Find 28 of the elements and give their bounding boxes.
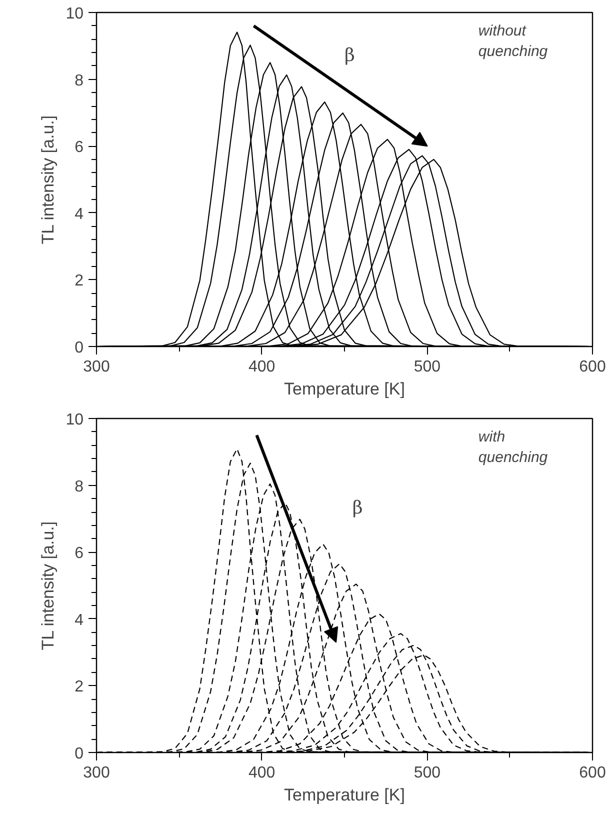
annotation: with quenching <box>478 428 548 466</box>
x-axis-title: Temperature [K] <box>284 380 405 398</box>
y-tick-label: 8 <box>74 72 84 90</box>
y-tick-label: 6 <box>74 545 84 562</box>
y-tick-label: 10 <box>66 412 84 428</box>
x-tick-label: 400 <box>248 764 276 782</box>
x-tick-label: 500 <box>414 764 441 782</box>
y-tick-label: 8 <box>74 478 84 496</box>
y-tick-label: 4 <box>74 612 84 629</box>
annotation: without quenching <box>478 22 548 60</box>
x-tick-label: 400 <box>248 358 276 376</box>
x-tick-label: 300 <box>83 764 110 782</box>
y-tick-label: 0 <box>74 340 84 356</box>
x-axis-title: Temperature [K] <box>284 786 405 804</box>
x-tick-label: 300 <box>83 358 110 376</box>
annotation: β <box>352 498 363 519</box>
y-tick-label: 4 <box>74 206 84 223</box>
y-axis-title: TL intensity [a.u.] <box>38 521 58 650</box>
y-tick-label: 2 <box>74 678 84 696</box>
y-tick-label: 10 <box>66 6 84 22</box>
x-tick-label: 600 <box>579 764 606 782</box>
y-axis-title: TL intensity [a.u.] <box>38 115 58 244</box>
y-tick-label: 0 <box>74 746 84 762</box>
x-tick-label: 600 <box>579 358 606 376</box>
y-tick-label: 2 <box>74 272 84 290</box>
x-tick-label: 500 <box>414 358 441 376</box>
annotation: β <box>344 44 355 66</box>
y-tick-label: 6 <box>74 139 84 156</box>
